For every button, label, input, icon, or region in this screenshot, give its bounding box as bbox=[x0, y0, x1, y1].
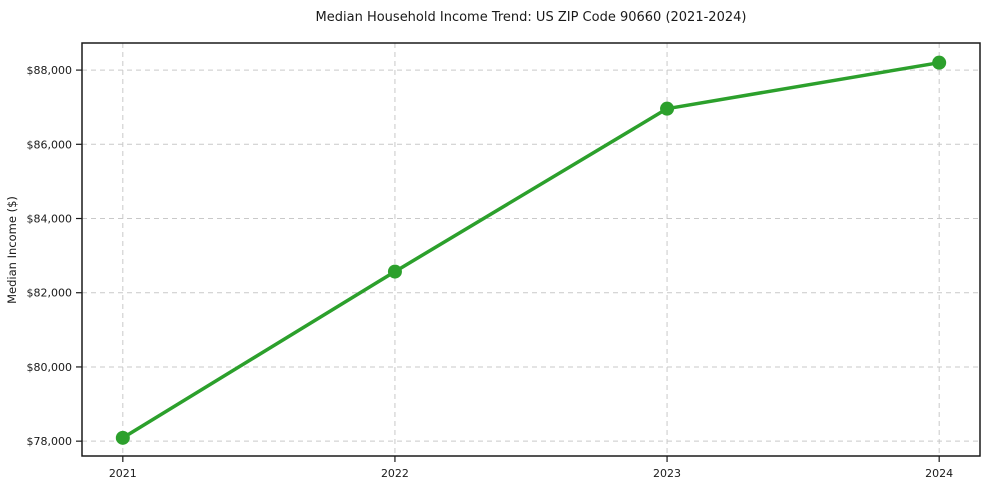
y-tick-label: $86,000 bbox=[27, 138, 73, 151]
data-point-marker bbox=[115, 430, 130, 445]
y-tick-label: $82,000 bbox=[27, 287, 73, 300]
x-tick-label: 2024 bbox=[925, 467, 953, 480]
data-point-marker bbox=[660, 101, 675, 116]
y-axis-label: Median Income ($) bbox=[5, 196, 19, 304]
x-tick-label: 2022 bbox=[381, 467, 409, 480]
y-tick-label: $88,000 bbox=[27, 64, 73, 77]
y-tick-label: $78,000 bbox=[27, 435, 73, 448]
y-tick-label: $84,000 bbox=[27, 213, 73, 226]
x-tick-label: 2023 bbox=[653, 467, 681, 480]
chart-title: Median Household Income Trend: US ZIP Co… bbox=[316, 10, 747, 25]
data-point-marker bbox=[932, 55, 947, 70]
plot-border bbox=[81, 42, 981, 457]
trend-line bbox=[121, 60, 941, 440]
x-tick-label: 2021 bbox=[109, 467, 137, 480]
data-point-marker bbox=[387, 264, 402, 279]
y-tick-label: $80,000 bbox=[27, 361, 73, 374]
